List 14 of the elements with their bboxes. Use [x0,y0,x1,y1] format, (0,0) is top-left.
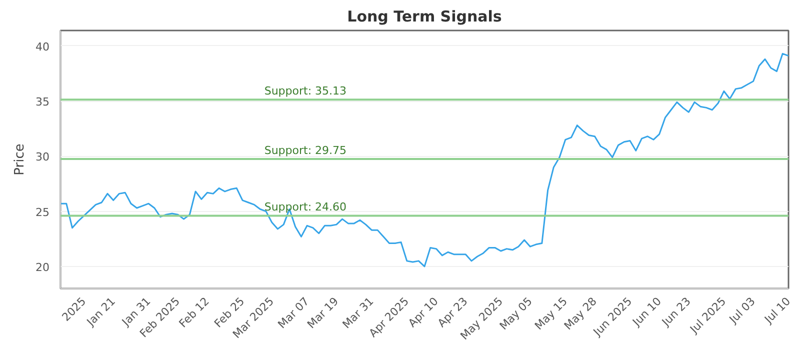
chart-title: Long Term Signals [347,8,502,26]
ref-line-label: Support: 29.75 [264,144,347,157]
x-tick-label: Jul 03 [726,294,758,327]
y-tick-label: 30 [36,150,50,164]
line-series [60,52,788,268]
ref-line-label: Support: 24.60 [264,200,347,214]
y-axis-title: Price [12,144,28,176]
y-tick-label: 20 [36,260,50,274]
y-tick-label: 35 [36,96,50,109]
ref-line-label: Support: 35.13 [264,84,347,98]
y-tick-label: 25 [36,206,50,219]
x-tick-label: Jan 21 [84,294,118,330]
x-tick-label: Jul 10 [761,294,794,327]
y-tick-label: 40 [36,40,50,54]
